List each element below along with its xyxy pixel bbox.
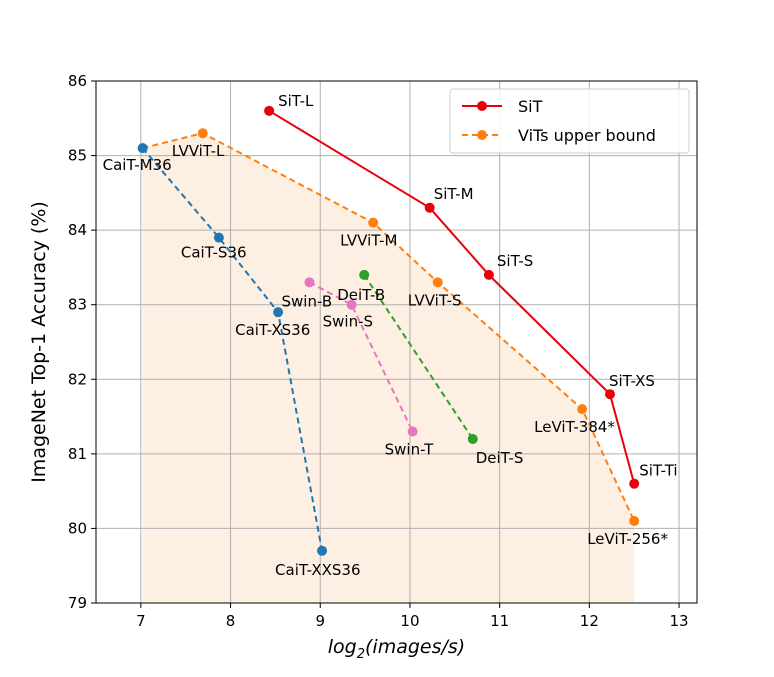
label-sit-l: SiT-L xyxy=(278,92,314,110)
point-upper-lvvit-m xyxy=(368,217,379,228)
y-tick-label-80: 80 xyxy=(68,519,87,537)
y-tick-label-79: 79 xyxy=(68,594,87,612)
legend-swatch-upper-dot xyxy=(477,130,487,140)
point-swin-swin-t xyxy=(407,426,418,437)
point-deit-deit-b xyxy=(359,269,370,280)
label-sit-xs: SiT-XS xyxy=(609,372,655,390)
label-lvvit-l: LVViT-L xyxy=(172,142,225,160)
label-lvvit-m: LVViT-M xyxy=(340,232,397,250)
series-line-swin xyxy=(309,281,414,432)
point-swin-swin-s xyxy=(346,299,357,310)
point-swin-swin-b xyxy=(304,277,315,288)
point-sit-sit-m xyxy=(424,202,435,213)
point-upper-levit-256 xyxy=(629,515,640,526)
y-tick-label-84: 84 xyxy=(68,221,87,239)
legend-label-sit: SiT xyxy=(518,97,543,116)
label-cait-xs36: CaiT-XS36 xyxy=(235,321,310,339)
point-labels: LVViT-L LVViT-M LVViT-S LeViT-384* LeViT-256… xyxy=(103,92,678,579)
label-levit-256: LeViT-256* xyxy=(587,530,668,548)
series-line-upper xyxy=(142,132,636,522)
point-upper-levit-384 xyxy=(577,404,588,415)
x-axis-title-main: log xyxy=(328,636,357,658)
series-line-cait xyxy=(141,147,323,551)
label-sit-m: SiT-M xyxy=(434,185,474,203)
x-tick-label-13: 13 xyxy=(670,612,689,630)
legend-box xyxy=(449,88,690,154)
label-cait-m36: CaiT-M36 xyxy=(103,156,172,174)
x-tick-label-8: 8 xyxy=(226,612,236,630)
point-sit-sit-l xyxy=(264,105,275,116)
label-lvvit-s: LVViT-S xyxy=(408,291,462,309)
point-sit-sit-xs xyxy=(604,389,615,400)
label-cait-s36: CaiT-S36 xyxy=(181,244,247,262)
x-axis-title-sub: 2 xyxy=(357,647,365,662)
label-swin-s: Swin-S xyxy=(323,313,373,331)
x-tick-label-9: 9 xyxy=(315,612,325,630)
y-tick-label-82: 82 xyxy=(68,370,87,388)
y-axis-title: ImageNet Top-1 Accuracy (%) xyxy=(28,201,50,483)
point-cait-cait-xxs36 xyxy=(317,545,328,556)
y-tick-label-86: 86 xyxy=(68,72,87,90)
x-tick-label-10: 10 xyxy=(400,612,419,630)
point-cait-cait-xs36 xyxy=(273,307,284,318)
label-swin-t: Swin-T xyxy=(385,440,434,458)
point-upper-lvvit-l xyxy=(197,128,208,139)
series-line-deit xyxy=(363,274,474,440)
y-tick-label-85: 85 xyxy=(68,147,87,165)
x-tick-label-11: 11 xyxy=(490,612,509,630)
label-deit-b: DeiT-B xyxy=(337,286,385,304)
x-axis-title-rest: (images/s) xyxy=(365,636,465,658)
axis-ticks: 7 8 9 10 11 12 13 79 80 81 82 83 84 85 86 xyxy=(68,72,689,630)
x-tick-label-7: 7 xyxy=(136,612,146,630)
label-deit-s: DeiT-S xyxy=(476,449,524,467)
point-cait-cait-s36 xyxy=(213,232,224,243)
series-points xyxy=(137,105,640,556)
x-axis-title: log2(images/s) xyxy=(328,636,465,662)
point-upper-lvvit-s xyxy=(432,277,443,288)
point-sit-sit-ti xyxy=(629,478,640,489)
legend-label-upper: ViTs upper bound xyxy=(518,126,656,145)
label-swin-b: Swin-B xyxy=(281,292,332,310)
point-deit-deit-s xyxy=(467,433,478,444)
label-cait-xxs36: CaiT-XXS36 xyxy=(275,561,360,579)
upper-bound-fill xyxy=(142,133,635,603)
label-levit-384: LeViT-384* xyxy=(534,418,615,436)
point-sit-sit-s xyxy=(483,269,494,280)
label-sit-ti: SiT-Ti xyxy=(639,462,677,480)
shaded-region xyxy=(142,133,635,603)
y-tick-label-83: 83 xyxy=(68,296,87,314)
plot-frame xyxy=(95,80,698,604)
y-tick-label-81: 81 xyxy=(68,445,87,463)
point-cait-cait-m36 xyxy=(137,143,148,154)
legend: SiT ViTs upper bound xyxy=(449,88,690,154)
x-tick-label-12: 12 xyxy=(580,612,599,630)
legend-swatch-sit-dot xyxy=(477,101,487,111)
gridlines xyxy=(96,80,697,604)
label-sit-s: SiT-S xyxy=(497,252,533,270)
